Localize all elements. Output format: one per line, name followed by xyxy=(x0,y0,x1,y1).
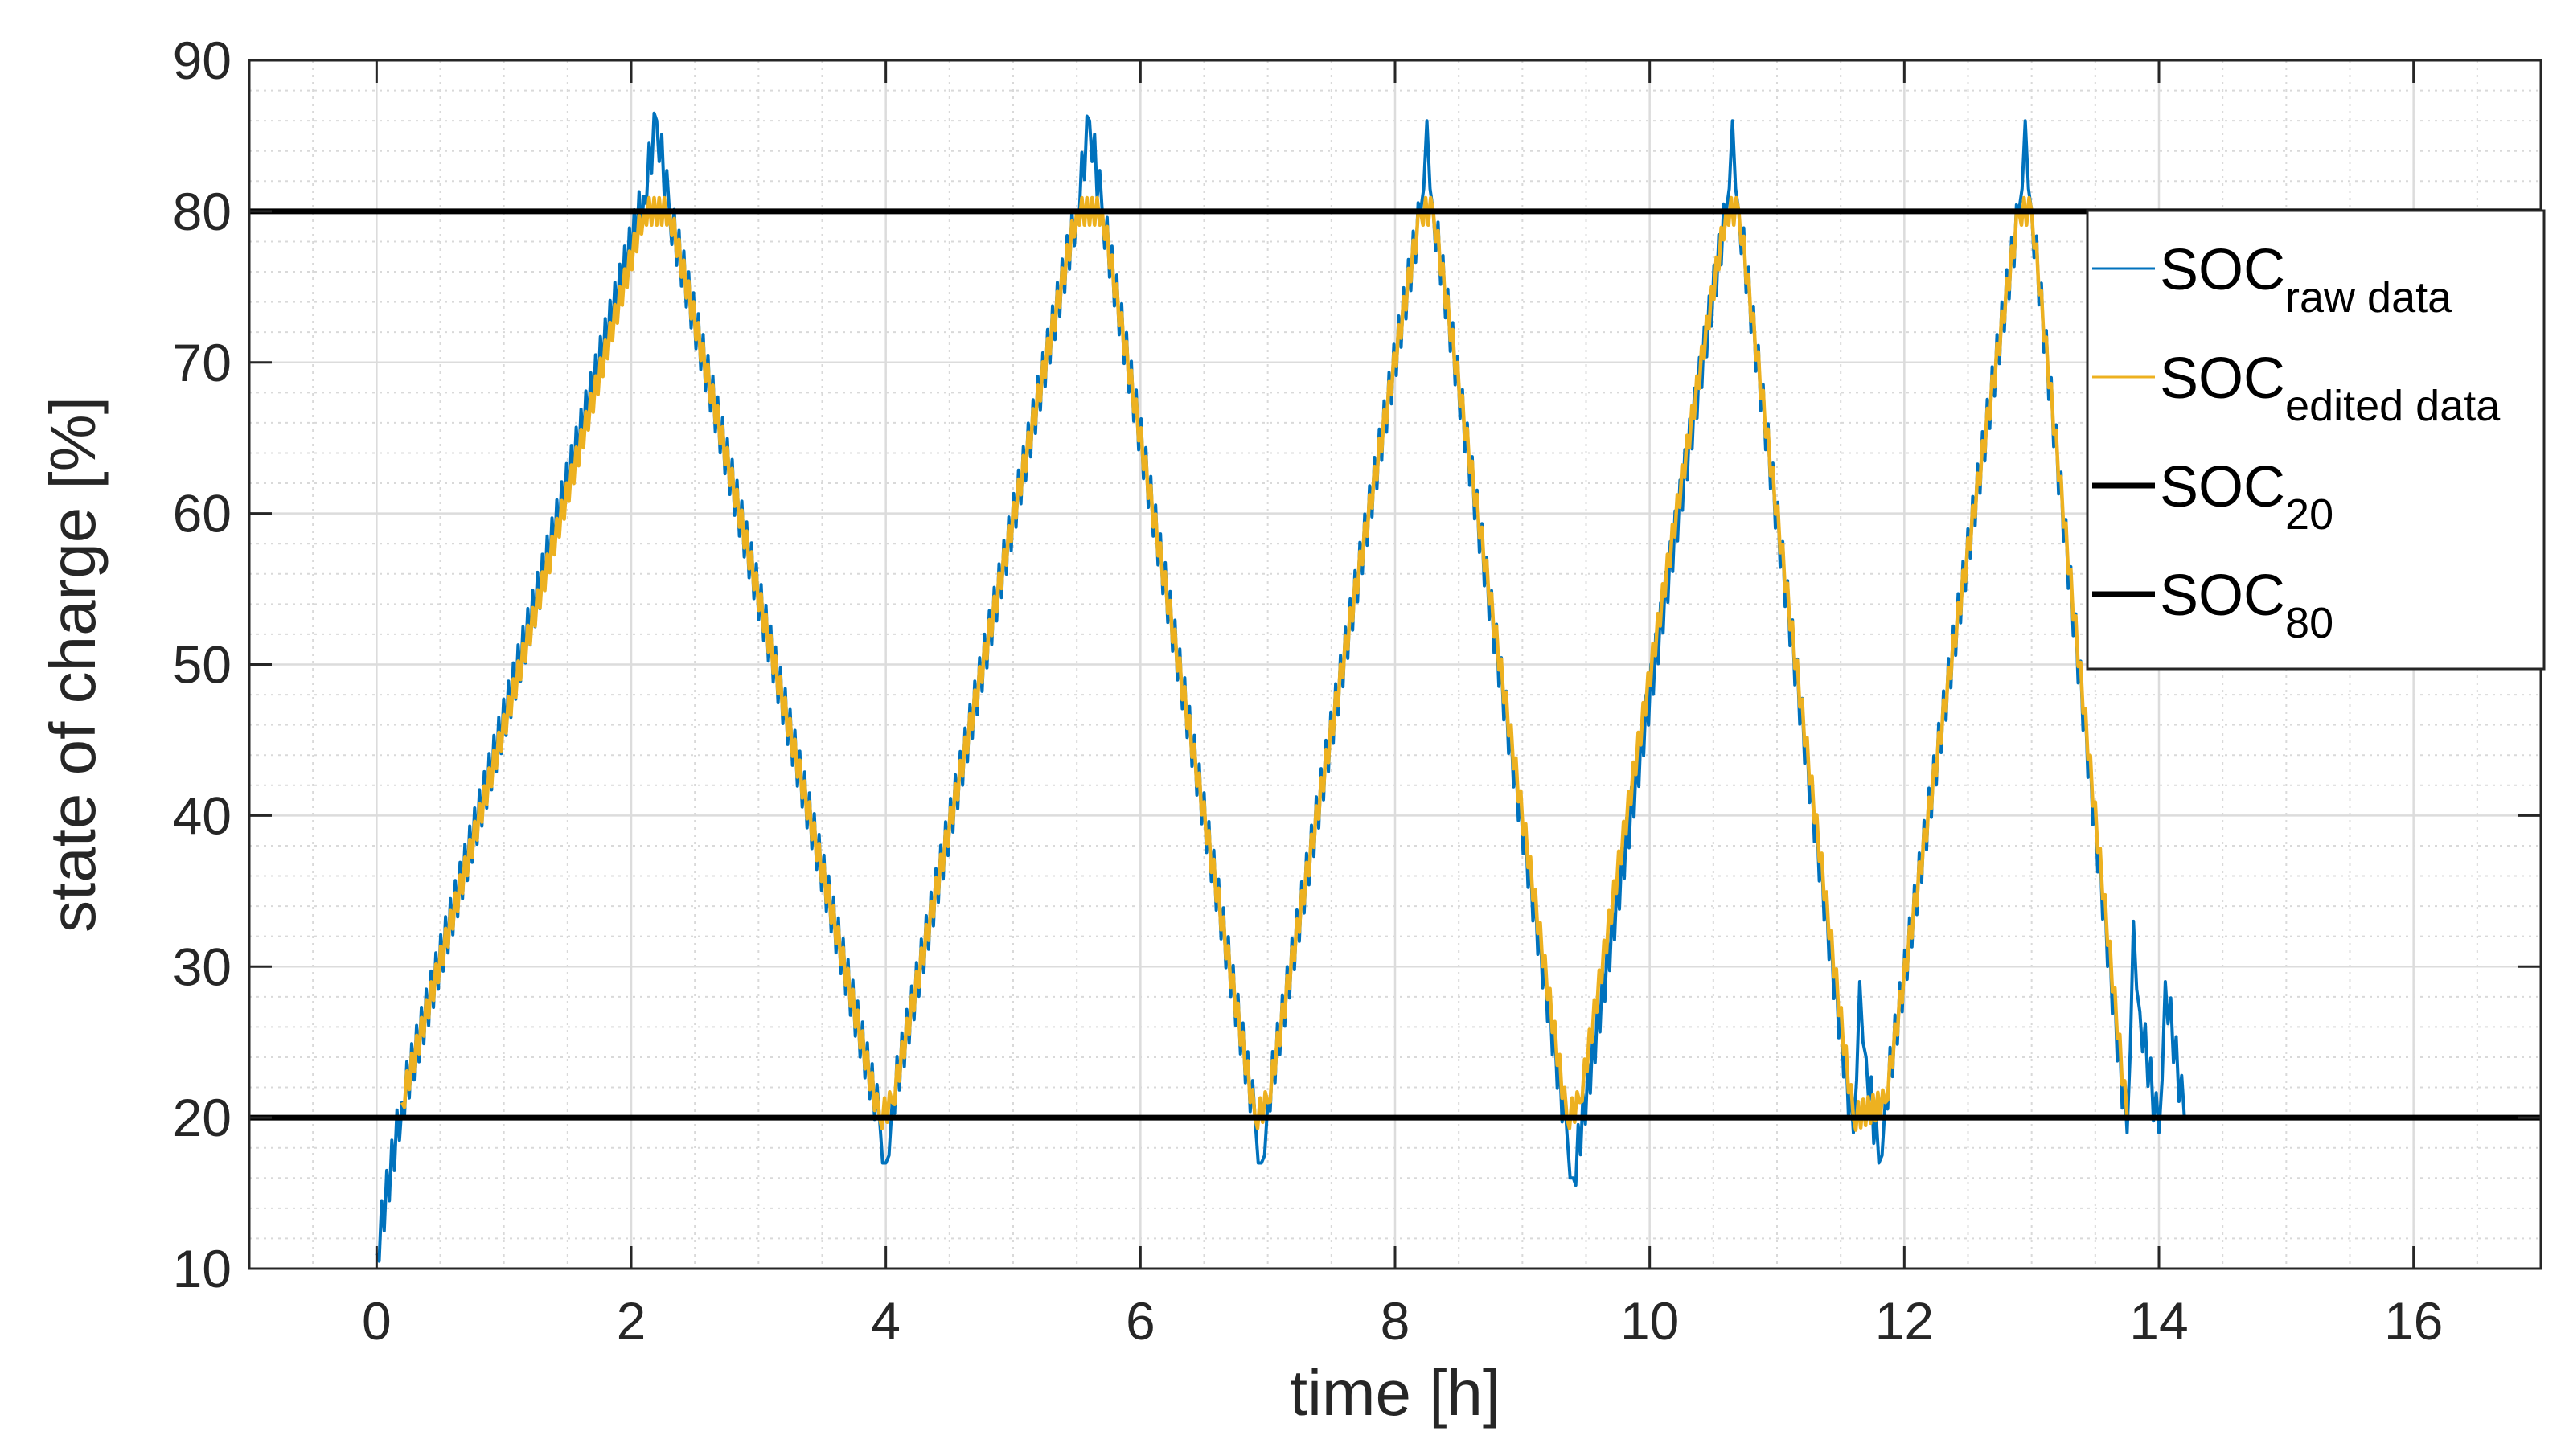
y-tick-label: 30 xyxy=(173,937,232,996)
legend-box xyxy=(2086,209,2546,671)
legend-label-subscript: 20 xyxy=(2285,490,2333,539)
y-tick-label: 90 xyxy=(173,31,232,90)
y-tick-label: 60 xyxy=(173,484,232,543)
legend-label-base: SOC xyxy=(2160,347,2285,411)
x-tick-label: 8 xyxy=(1381,1291,1410,1351)
legend-label: SOC80 xyxy=(2160,564,2333,647)
y-tick-label: 10 xyxy=(173,1239,232,1298)
y-tick-label: 50 xyxy=(173,635,232,695)
x-tick-label: 2 xyxy=(617,1291,646,1351)
legend-label-subscript: 80 xyxy=(2285,599,2333,647)
x-tick-label: 14 xyxy=(2129,1291,2188,1351)
x-tick-label: 12 xyxy=(1875,1291,1934,1351)
x-tick-label: 6 xyxy=(1126,1291,1155,1351)
y-tick-label: 80 xyxy=(173,182,232,241)
data-series xyxy=(375,111,2186,1263)
y-tick-label: 40 xyxy=(173,785,232,845)
axis-ticks xyxy=(249,59,2541,1270)
y-tick-label: 20 xyxy=(173,1088,232,1147)
legend-label-subscript: edited data xyxy=(2285,382,2501,430)
y-tick-label: 70 xyxy=(173,333,232,392)
x-tick-label: 16 xyxy=(2384,1291,2443,1351)
x-tick-label: 4 xyxy=(871,1291,901,1351)
x-axis-label: time [h] xyxy=(1290,1357,1500,1429)
x-tick-label: 0 xyxy=(362,1291,392,1351)
tick-labels: 0 2 4 6 8 10 12 14 16 10 20 30 40 50 60 70 80 90 xyxy=(173,31,2444,1351)
legend-label-base: SOC xyxy=(2160,455,2285,519)
legend-label-base: SOC xyxy=(2160,564,2285,628)
legend-label: SOC20 xyxy=(2160,455,2333,539)
legend-label-base: SOC xyxy=(2160,238,2285,302)
series-line-edited-data xyxy=(400,195,2129,1132)
series-line-raw-data xyxy=(375,111,2186,1263)
x-tick-label: 10 xyxy=(1620,1291,1679,1351)
y-axis-label: state of charge [%] xyxy=(37,396,109,933)
legend-label-subscript: raw data xyxy=(2285,273,2452,322)
legend-label: SOCedited data xyxy=(2160,347,2501,430)
legend-label: SOCraw data xyxy=(2160,238,2452,322)
